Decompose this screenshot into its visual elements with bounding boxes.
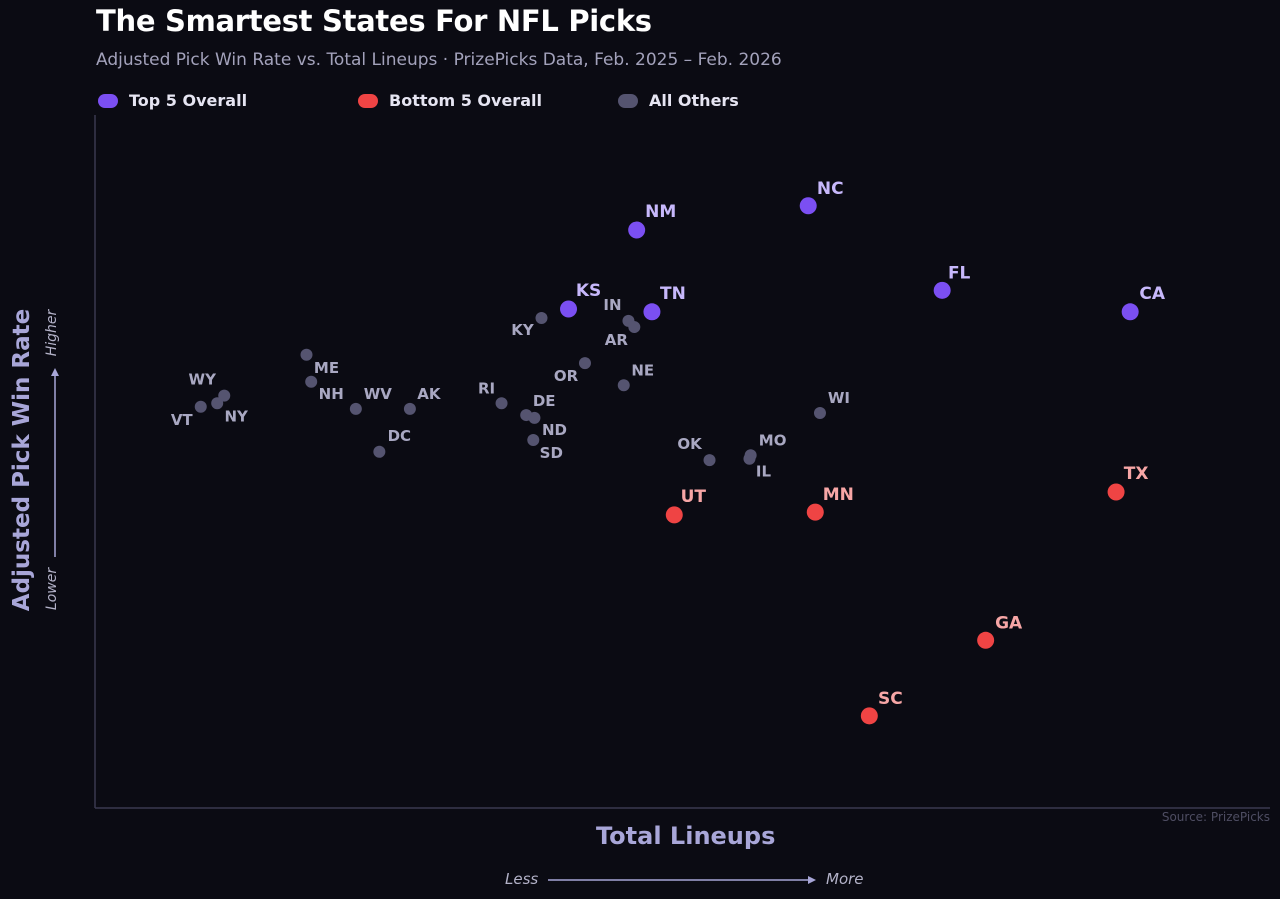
point-fl (933, 281, 951, 299)
point-ut (665, 506, 683, 524)
point-tn (643, 303, 661, 321)
point-label-ca: CA (1139, 284, 1165, 304)
point-label-ny: NY (224, 407, 249, 425)
point-label-in: IN (603, 296, 621, 314)
source-note: Source: PrizePicks (1161, 810, 1270, 824)
point-sd (527, 434, 540, 447)
point-ar (628, 321, 641, 334)
point-ri (495, 397, 508, 410)
point-ky (535, 312, 548, 325)
point-label-mn: MN (823, 485, 854, 505)
point-label-ga: GA (995, 613, 1023, 633)
point-ga (977, 631, 995, 649)
x-low-label: Less (505, 870, 539, 888)
point-label-me: ME (314, 359, 339, 377)
point-nh (305, 375, 318, 388)
point-label-il: IL (756, 463, 772, 481)
point-label-dc: DC (388, 427, 411, 445)
point-label-ok: OK (677, 435, 703, 453)
point-label-vt: VT (171, 411, 194, 429)
legend-item-bottom: Bottom 5 Overall (358, 91, 542, 110)
y-high-label: Higher (44, 309, 60, 357)
point-wy (218, 389, 231, 402)
point-ks (560, 300, 578, 318)
point-dc (373, 445, 386, 458)
point-label-wy: WY (189, 371, 218, 389)
point-label-fl: FL (948, 263, 971, 283)
point-label-nm: NM (645, 202, 676, 222)
y-low-label: Lower (44, 567, 60, 611)
point-label-mo: MO (759, 431, 787, 449)
legend-label-other: All Others (649, 91, 739, 110)
x-arrow-head-icon (808, 876, 816, 884)
x-axis-label: Total Lineups (596, 822, 776, 850)
point-ak (403, 402, 416, 415)
point-ca (1121, 303, 1139, 321)
y-arrow-head-icon (51, 368, 59, 376)
y-axis-label: Adjusted Pick Win Rate (9, 308, 35, 612)
point-label-ne: NE (631, 361, 654, 379)
point-nc (799, 197, 817, 215)
legend-item-top: Top 5 Overall (98, 91, 247, 110)
legend-swatch-bottom (358, 93, 378, 108)
point-ne (617, 379, 630, 392)
point-label-nc: NC (817, 179, 844, 199)
point-ok (703, 454, 716, 467)
point-label-nd: ND (542, 421, 567, 439)
point-or (578, 357, 591, 370)
point-label-sc: SC (878, 689, 903, 709)
point-label-ks: KS (576, 281, 601, 301)
legend-label-top: Top 5 Overall (129, 91, 248, 110)
point-vt (194, 400, 207, 413)
point-label-ky: KY (511, 321, 535, 339)
point-nd (528, 411, 541, 424)
point-sc (860, 707, 878, 725)
point-label-ar: AR (605, 331, 629, 349)
point-mn (806, 503, 824, 521)
point-me (300, 348, 313, 361)
points-layer: NM NC FL CA KS TN TX UT MN GA SC KY IN AR OR NE RI DE ND SD… (171, 179, 1166, 725)
point-wi (813, 406, 826, 419)
point-label-or: OR (554, 367, 579, 385)
chart-title: The Smartest States For NFL Picks (96, 4, 652, 38)
legend-label-bottom: Bottom 5 Overall (389, 91, 542, 110)
point-il (743, 452, 756, 465)
point-label-de: DE (533, 392, 556, 410)
point-wv (349, 402, 362, 415)
point-label-wv: WV (364, 385, 393, 403)
point-nm (628, 221, 646, 239)
point-label-ri: RI (478, 379, 495, 397)
legend-swatch-top (98, 93, 118, 108)
x-high-label: More (826, 870, 864, 888)
point-label-sd: SD (540, 444, 563, 462)
point-label-ak: AK (417, 385, 442, 403)
legend-swatch-other (618, 93, 638, 108)
point-label-wi: WI (828, 389, 850, 407)
legend: Top 5 Overall Bottom 5 Overall All Other… (0, 91, 1280, 113)
chart-subtitle: Adjusted Pick Win Rate vs. Total Lineups… (96, 50, 782, 70)
point-label-ut: UT (681, 487, 707, 507)
point-label-tn: TN (660, 284, 686, 304)
point-ny (211, 397, 224, 410)
point-label-tx: TX (1124, 464, 1149, 484)
point-tx (1107, 483, 1125, 501)
point-label-nh: NH (319, 385, 344, 403)
legend-item-other: All Others (618, 91, 739, 110)
